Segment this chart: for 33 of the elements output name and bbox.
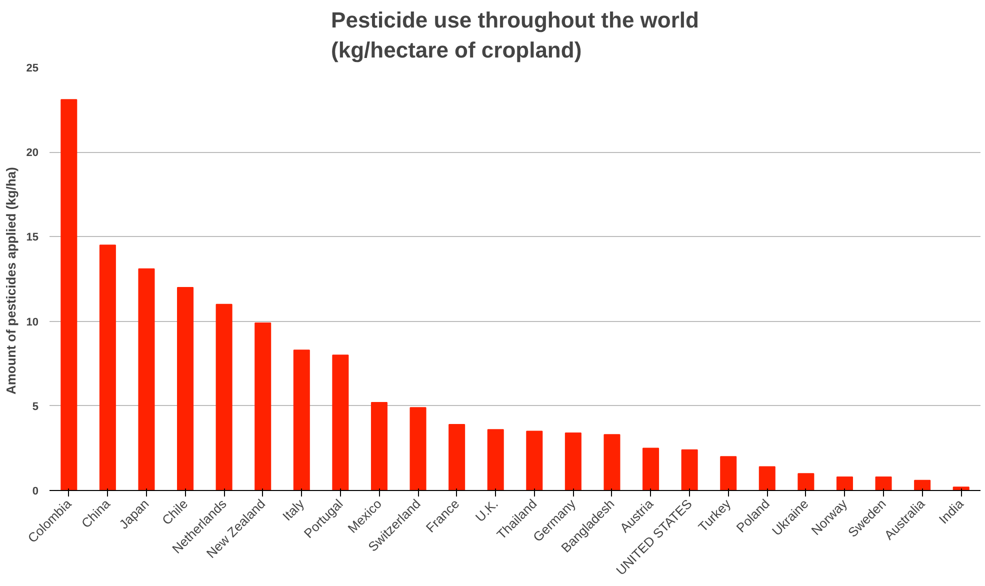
bar [642, 448, 660, 490]
bar [293, 350, 310, 490]
bar [604, 434, 620, 490]
bar [332, 354, 349, 490]
y-tick-label: 0 [32, 486, 39, 498]
bar [720, 456, 737, 490]
bar [875, 476, 892, 490]
bar [836, 476, 853, 490]
bar [254, 322, 272, 490]
y-tick-label: 15 [26, 232, 39, 244]
y-tick-label: 20 [26, 147, 39, 160]
x-tick-label: U.K. [472, 496, 501, 525]
y-tick-label: 10 [26, 316, 39, 328]
bar [60, 99, 78, 490]
bar [526, 430, 543, 490]
bar [410, 407, 426, 490]
y-tick-label: 5 [32, 400, 39, 413]
bar [798, 473, 814, 490]
y-tick-label: 25 [26, 62, 39, 74]
bar [448, 424, 466, 490]
y-axis-title: Amount of pesticides applied (kg/ha) [3, 167, 18, 395]
bar [914, 480, 931, 490]
chart-title: Pesticide use throughout the world (kg/hectare of cropland) [331, 8, 699, 62]
x-tick-label: Italy [279, 496, 308, 524]
bar [681, 449, 698, 490]
bar [138, 268, 155, 490]
bar [177, 286, 194, 490]
bar [487, 429, 504, 490]
bar [216, 304, 232, 490]
bar [564, 432, 582, 490]
bar [758, 466, 776, 490]
bar [370, 402, 388, 490]
bar [99, 244, 116, 490]
